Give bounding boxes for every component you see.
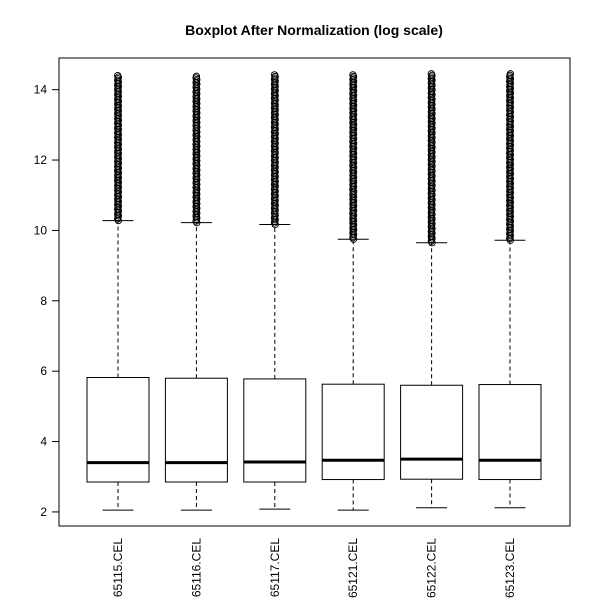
iqr-box xyxy=(321,383,385,481)
x-axis-labels: 65115.CEL 65116.CEL 65117.CEL 65121.CEL 6512… xyxy=(111,538,517,598)
outlier-points xyxy=(427,70,436,247)
y-axis: 2 4 6 8 10 12 14 xyxy=(34,83,60,519)
iqr-box xyxy=(243,378,307,483)
y-tick-label: 10 xyxy=(34,223,48,237)
outlier-points xyxy=(114,71,123,225)
outlier-points xyxy=(506,70,515,244)
outlier-points xyxy=(270,71,279,229)
x-tick-label: 65123.CEL xyxy=(503,538,517,598)
y-tick-label: 8 xyxy=(40,294,47,308)
box-65116.CEL xyxy=(164,72,228,511)
iqr-box xyxy=(164,377,228,483)
x-tick-label: 65122.CEL xyxy=(425,538,439,598)
x-tick-label: 65115.CEL xyxy=(111,538,125,597)
y-tick-label: 14 xyxy=(34,83,48,97)
outlier-point xyxy=(114,71,122,80)
boxes-layer xyxy=(86,70,542,511)
x-tick-label: 65121.CEL xyxy=(346,538,360,598)
box-65122.CEL xyxy=(400,70,464,509)
outlier-point xyxy=(506,70,515,78)
box-65121.CEL xyxy=(321,71,385,511)
chart-title: Boxplot After Normalization (log scale) xyxy=(185,22,443,38)
iqr-box xyxy=(86,377,150,483)
box-65117.CEL xyxy=(243,71,307,510)
outlier-points xyxy=(349,71,358,243)
iqr-box xyxy=(478,384,542,481)
y-tick-label: 6 xyxy=(40,364,47,378)
x-tick-label: 65116.CEL xyxy=(189,538,203,597)
x-tick-label: 65117.CEL xyxy=(268,538,282,597)
outlier-point xyxy=(427,70,435,78)
box-65123.CEL xyxy=(478,70,542,509)
box-65115.CEL xyxy=(86,71,150,511)
y-tick-label: 4 xyxy=(40,435,47,449)
outlier-point xyxy=(192,72,201,80)
y-tick-label: 12 xyxy=(34,153,48,167)
outlier-point xyxy=(349,71,357,79)
outlier-point xyxy=(270,71,279,79)
iqr-box xyxy=(400,384,464,480)
outlier-points xyxy=(192,72,201,227)
y-tick-label: 2 xyxy=(40,505,47,519)
